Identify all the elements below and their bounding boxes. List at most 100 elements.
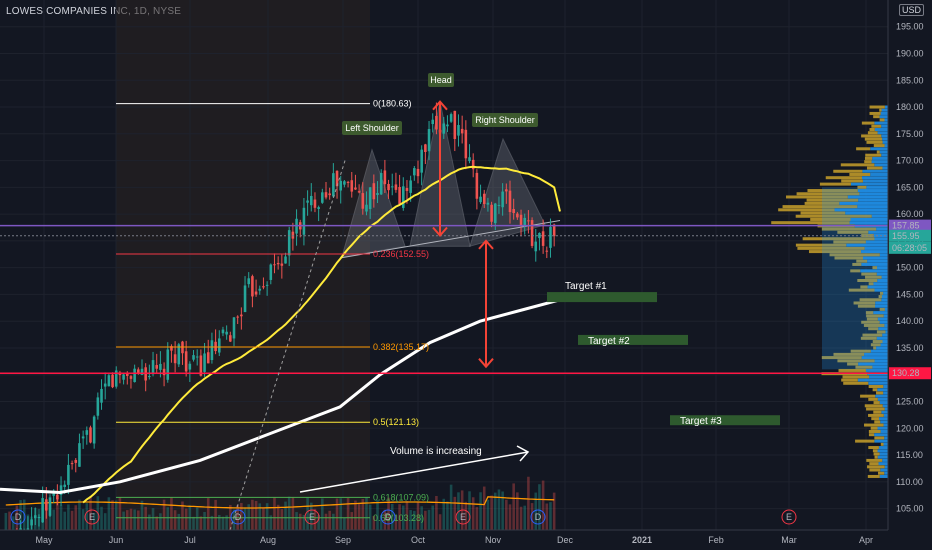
- volume-bar: [339, 498, 343, 530]
- candle-body: [321, 192, 324, 203]
- price-label-bg: [889, 367, 931, 380]
- candle-body: [203, 353, 206, 372]
- volume-bar: [405, 501, 409, 530]
- vp-bar-down: [868, 385, 884, 389]
- vp-bar-down: [857, 185, 867, 189]
- candle-body: [519, 214, 523, 226]
- volume-bar: [379, 515, 383, 530]
- vp-bar-down: [859, 298, 882, 302]
- vp-bar-down: [879, 118, 885, 122]
- currency-badge[interactable]: USD: [898, 4, 924, 16]
- vp-bar-up: [879, 417, 888, 421]
- volume-bar: [251, 499, 254, 530]
- candle-body: [111, 374, 114, 388]
- event-marker: [781, 509, 797, 525]
- vp-bar-down: [856, 147, 871, 151]
- vp-bar-down: [808, 250, 862, 254]
- vp-bar-down: [837, 230, 869, 234]
- price-tick-label: 150.00: [896, 263, 924, 273]
- target-box: [578, 334, 688, 345]
- event-marker: [230, 509, 246, 525]
- vp-bar-down: [861, 121, 875, 125]
- vp-bar-up: [882, 140, 888, 144]
- fib-level-label: 0.236(152.55): [373, 249, 429, 259]
- candle-body: [92, 416, 96, 444]
- vp-bar-down: [865, 275, 882, 279]
- volume-bar: [527, 476, 530, 530]
- time-tick-label: Sep: [335, 535, 351, 545]
- volume-bar: [343, 517, 346, 530]
- candle-body: [475, 172, 479, 199]
- price-tick-label: 185.00: [896, 75, 924, 85]
- volume-bar: [313, 508, 317, 530]
- vp-bar-up: [882, 166, 888, 170]
- candle-body: [479, 196, 482, 203]
- volume-bar: [365, 497, 368, 530]
- vp-bar-up: [861, 250, 888, 254]
- volume-bar: [217, 514, 221, 530]
- vp-bar-up: [850, 217, 888, 221]
- vp-bar-down: [796, 192, 860, 196]
- candle-body: [137, 369, 140, 374]
- candle-body: [240, 314, 243, 317]
- vp-bar-down: [807, 189, 858, 193]
- candle-body: [468, 157, 471, 162]
- vp-bar-down: [862, 333, 883, 337]
- vp-bar-up: [875, 304, 888, 308]
- price-label-bg: [889, 241, 931, 254]
- fib-level-label: 0.5(121.13): [373, 417, 419, 427]
- volume-bar: [446, 501, 449, 530]
- price-label: 06:28:05: [892, 243, 927, 253]
- vp-bar-up: [879, 115, 888, 119]
- vp-bar-down: [848, 288, 875, 292]
- vp-bar-down: [837, 359, 875, 363]
- event-marker-label: E: [309, 512, 315, 522]
- vp-bar-up: [881, 298, 888, 302]
- vp-bar-down: [869, 111, 881, 115]
- vp-bar-up: [881, 295, 888, 299]
- candle-body: [527, 220, 530, 222]
- vp-bar-down: [785, 195, 848, 199]
- time-tick-label: Jul: [184, 535, 196, 545]
- price-label-bg: [889, 219, 931, 232]
- volume-bar: [350, 512, 354, 530]
- volume-bar: [284, 501, 287, 530]
- time-tick-label: 2021: [632, 535, 652, 545]
- volume-bar: [107, 497, 111, 530]
- volume-bar: [214, 499, 217, 530]
- volume-bar: [372, 515, 376, 530]
- volume-bar: [11, 516, 15, 530]
- candle-body: [541, 231, 545, 246]
- candle-body: [365, 204, 368, 212]
- vp-bar-down: [806, 198, 859, 202]
- volume-bar: [394, 515, 398, 530]
- volume-bar: [287, 496, 291, 530]
- volume-bar: [240, 502, 243, 530]
- volume-bar: [490, 495, 493, 530]
- volume-bar: [424, 510, 427, 530]
- vp-bar-down: [852, 262, 862, 266]
- candle-body: [317, 207, 320, 210]
- vp-bar-up: [876, 272, 888, 276]
- vp-bar-up: [883, 291, 888, 295]
- price-tick-label: 180.00: [896, 102, 924, 112]
- candle-body: [416, 168, 420, 177]
- vp-bar-down: [879, 108, 882, 112]
- vp-bar-up: [846, 243, 888, 247]
- vp-bar-down: [866, 458, 883, 462]
- vp-bar-up: [874, 163, 888, 167]
- event-marker-label: D: [15, 512, 22, 522]
- candle-body: [328, 193, 331, 196]
- neckline: [339, 220, 561, 259]
- price-tick-label: 115.00: [896, 450, 923, 460]
- candle-body: [236, 316, 239, 318]
- vp-bar-up: [884, 407, 888, 411]
- volume-bar: [409, 510, 412, 530]
- event-marker-label: D: [235, 512, 242, 522]
- vp-bar-down: [802, 237, 875, 241]
- vp-bar-down: [869, 128, 875, 132]
- candle-body: [273, 264, 276, 266]
- vp-bar-up: [871, 214, 888, 218]
